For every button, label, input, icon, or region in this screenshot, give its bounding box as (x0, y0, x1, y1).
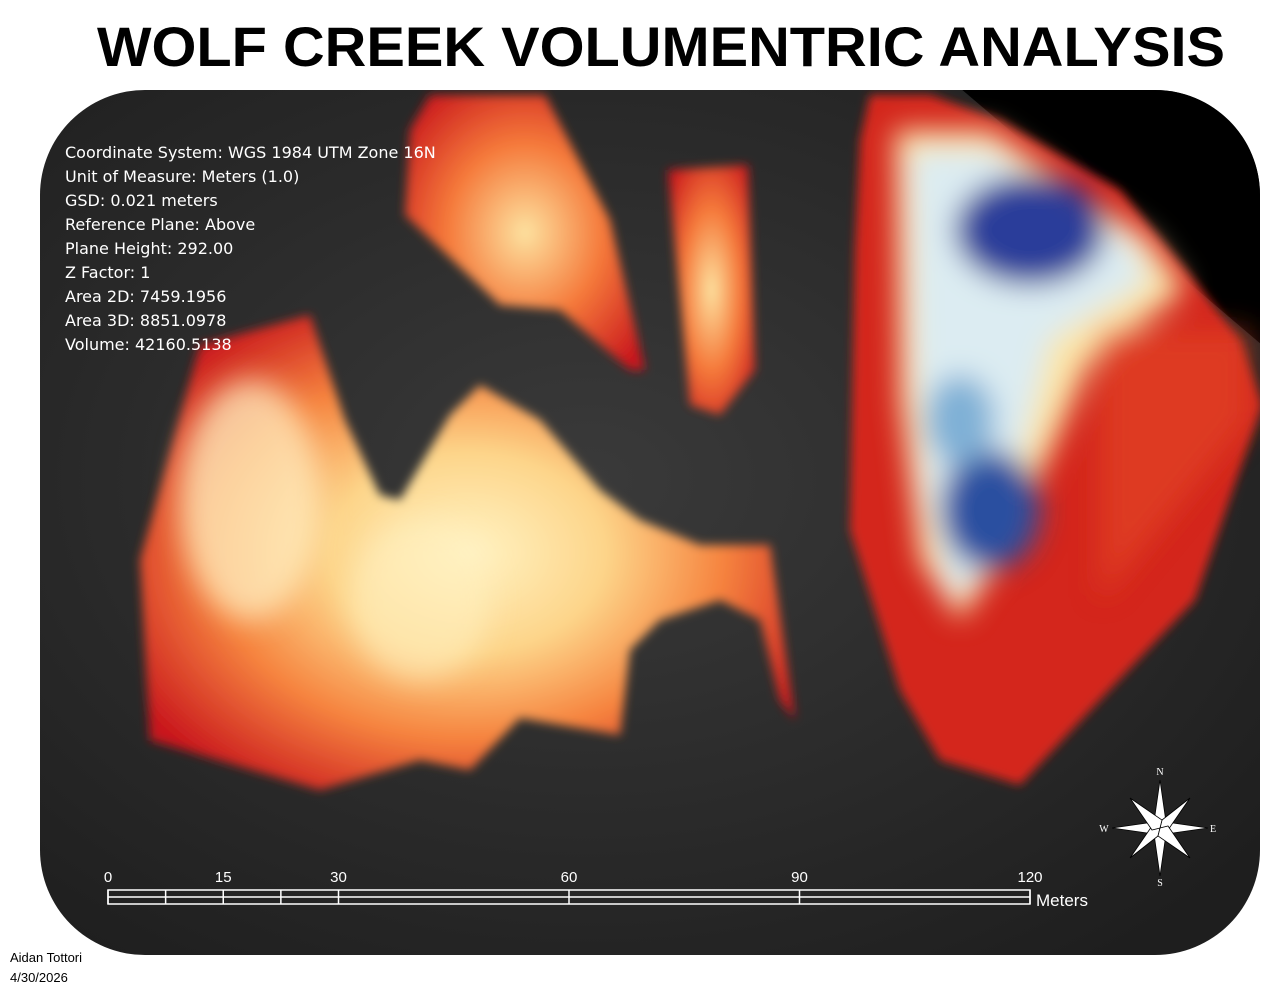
compass-east: E (1210, 824, 1216, 835)
surface-depth (180, 130, 1250, 680)
scale-bar-label: 0 (104, 869, 112, 886)
info-line: Volume: 42160.5138 (65, 335, 232, 354)
info-line: Coordinate System: WGS 1984 UTM Zone 16N (65, 143, 436, 162)
north-arrow (1111, 779, 1209, 877)
scale-bar-label: 60 (561, 869, 578, 886)
info-line: Area 3D: 8851.0978 (65, 311, 226, 330)
info-line: Z Factor: 1 (65, 263, 150, 282)
info-line: Reference Plane: Above (65, 215, 255, 234)
map-info: Coordinate System: WGS 1984 UTM Zone 16N… (65, 143, 436, 354)
scale-bar-label: 120 (1017, 869, 1042, 886)
scale-bar-label: 15 (215, 869, 232, 886)
info-line: Unit of Measure: Meters (1.0) (65, 167, 299, 186)
map-frame: N S E W Coordinate System: WGS 1984 UTM … (40, 90, 1260, 955)
info-line: Plane Height: 292.00 (65, 239, 233, 258)
surface-area (405, 95, 645, 370)
info-line: GSD: 0.021 meters (65, 191, 218, 210)
scale-bar-label: 90 (791, 869, 808, 886)
date: 4/30/2026 (10, 970, 68, 985)
compass-south: S (1157, 878, 1163, 889)
compass-north: N (1156, 767, 1163, 778)
compass-west: W (1099, 824, 1109, 835)
surface-area (668, 165, 755, 415)
scale-bar: 0 15 30 60 90 120 Meters (104, 869, 1088, 910)
info-line: Area 2D: 7459.1956 (65, 287, 226, 306)
author: Aidan Tottori (10, 950, 82, 965)
scale-bar-unit: Meters (1036, 891, 1088, 910)
scale-bar-label: 30 (330, 869, 347, 886)
map-title: WOLF CREEK VOLUMENTRIC ANALYSIS (97, 15, 1225, 78)
